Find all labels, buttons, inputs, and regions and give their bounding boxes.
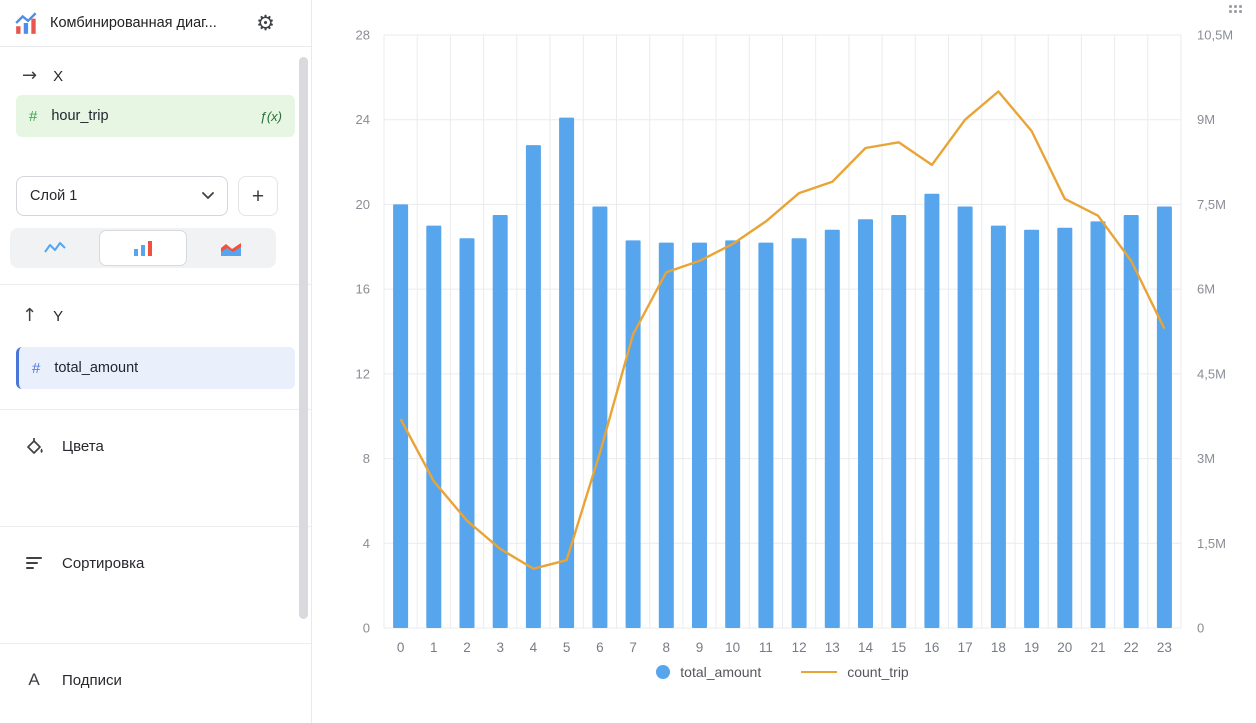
number-field-icon: #	[32, 359, 41, 377]
chart-legend: total_amount count_trip	[384, 664, 1181, 680]
line-chart-icon	[43, 242, 66, 253]
svg-text:14: 14	[858, 640, 874, 655]
colors-section[interactable]: Цвета	[0, 410, 311, 456]
svg-text:10,5M: 10,5M	[1197, 28, 1233, 43]
svg-text:5: 5	[563, 640, 571, 655]
number-field-icon: #	[29, 107, 38, 125]
drag-handle-icon[interactable]	[1229, 5, 1244, 13]
svg-text:17: 17	[958, 640, 973, 655]
formula-fx-icon[interactable]: ƒ(x)	[259, 108, 282, 124]
svg-text:4: 4	[363, 536, 370, 551]
svg-text:16: 16	[356, 282, 370, 297]
chart-preview-area: 0 4 8 12 16 20 24 28 0 1,5M 3M 4,5M 6M 7,5M 9M 10,5M 0 1 2…	[312, 0, 1256, 723]
svg-text:22: 22	[1124, 640, 1139, 655]
svg-text:1,5M: 1,5M	[1197, 536, 1226, 551]
legend-marker-line-icon	[801, 671, 838, 673]
paint-bucket-icon	[27, 438, 43, 454]
chevron-down-icon	[202, 192, 214, 200]
tab-column-chart[interactable]	[99, 230, 187, 266]
labels-label: Подписи	[62, 671, 122, 689]
svg-text:7,5M: 7,5M	[1197, 197, 1226, 212]
area-chart-icon	[221, 243, 242, 256]
layer-select[interactable]: Слой 1	[16, 176, 228, 216]
svg-text:18: 18	[991, 640, 1006, 655]
svg-text:9: 9	[696, 640, 704, 655]
svg-text:3: 3	[496, 640, 504, 655]
svg-text:16: 16	[924, 640, 939, 655]
sorting-section[interactable]: Сортировка	[0, 527, 311, 573]
svg-text:20: 20	[1057, 640, 1072, 655]
add-layer-button[interactable]: +	[238, 176, 278, 216]
svg-text:9M: 9M	[1197, 112, 1215, 127]
svg-text:2: 2	[463, 640, 471, 655]
divider	[0, 409, 311, 410]
svg-text:4,5M: 4,5M	[1197, 366, 1226, 381]
app-logo-chart-icon	[15, 12, 37, 34]
layer-select-value: Слой 1	[30, 188, 78, 204]
y-field-name: total_amount	[54, 360, 139, 376]
layer-type-tabs	[10, 228, 276, 268]
svg-text:4: 4	[530, 640, 538, 655]
page-title: Комбинированная диаг...	[50, 15, 217, 31]
x-axis-section-header: → X	[0, 47, 311, 85]
divider	[0, 284, 311, 285]
sidebar-header: Комбинированная диаг... ⚙	[0, 0, 311, 47]
svg-text:3M: 3M	[1197, 451, 1215, 466]
svg-text:23: 23	[1157, 640, 1172, 655]
legend-label-count-trip: count_trip	[847, 664, 909, 680]
text-labels-icon: А	[28, 670, 40, 689]
x-field-hour-trip[interactable]: # hour_trip ƒ(x)	[16, 95, 295, 137]
y-axis-section-header: ↑ Y	[0, 285, 311, 325]
svg-text:8: 8	[363, 451, 370, 466]
colors-label: Цвета	[62, 437, 104, 455]
settings-gear-icon[interactable]: ⚙	[256, 10, 275, 35]
svg-text:1: 1	[430, 640, 438, 655]
sorting-label: Сортировка	[62, 554, 145, 572]
svg-text:28: 28	[356, 28, 370, 43]
y-axis-label: Y	[53, 307, 64, 325]
svg-text:12: 12	[792, 640, 807, 655]
svg-text:10: 10	[725, 640, 740, 655]
svg-text:7: 7	[629, 640, 637, 655]
tab-area-chart[interactable]	[189, 230, 274, 266]
svg-text:0: 0	[363, 621, 370, 636]
sort-lines-icon	[26, 557, 42, 569]
sidebar-scrollbar[interactable]	[299, 57, 308, 619]
svg-text:6: 6	[596, 640, 604, 655]
svg-text:21: 21	[1090, 640, 1105, 655]
legend-item-count-trip[interactable]: count_trip	[801, 664, 909, 680]
legend-label-total-amount: total_amount	[680, 664, 762, 680]
svg-text:6M: 6M	[1197, 282, 1215, 297]
svg-text:13: 13	[825, 640, 840, 655]
svg-text:20: 20	[356, 197, 370, 212]
svg-text:0: 0	[1197, 621, 1204, 636]
x-axis-label: X	[53, 67, 64, 85]
arrow-right-icon: →	[22, 65, 38, 86]
y-field-total-amount[interactable]: # total_amount	[16, 347, 295, 389]
svg-text:12: 12	[356, 366, 370, 381]
legend-marker-circle-icon	[656, 665, 671, 679]
svg-text:19: 19	[1024, 640, 1039, 655]
divider	[0, 526, 311, 527]
svg-text:8: 8	[663, 640, 671, 655]
sidebar: Комбинированная диаг... ⚙ → X # hour_tri…	[0, 0, 312, 723]
column-chart-icon	[133, 241, 152, 256]
tab-line-chart[interactable]	[12, 230, 97, 266]
layer-row: Слой 1 +	[16, 176, 295, 216]
svg-text:0: 0	[397, 640, 405, 655]
arrow-up-icon: ↑	[22, 305, 38, 326]
labels-section[interactable]: А Подписи	[0, 644, 311, 690]
svg-text:15: 15	[891, 640, 906, 655]
x-field-name: hour_trip	[51, 108, 109, 124]
legend-item-total-amount[interactable]: total_amount	[656, 664, 761, 680]
divider	[0, 643, 311, 644]
svg-text:24: 24	[356, 112, 370, 127]
svg-text:11: 11	[759, 640, 773, 655]
